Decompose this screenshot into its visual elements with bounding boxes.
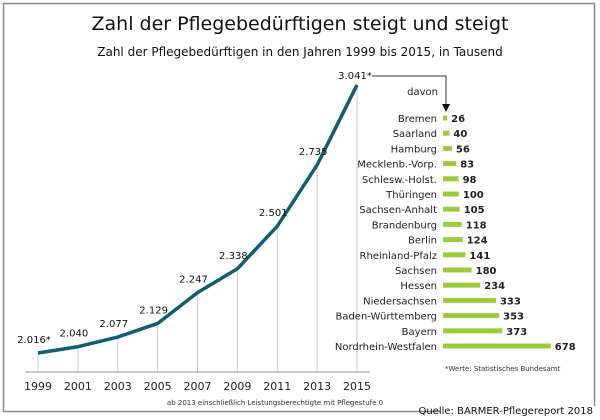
x-tick-label: 2009 [223, 380, 251, 393]
source: Quelle: BARMER-Pflegereport 2018 [418, 406, 593, 417]
bar-value-label: 56 [456, 144, 470, 155]
bar [443, 313, 500, 319]
bar-category-label: Sachsen-Anhalt [359, 205, 437, 216]
bar [443, 115, 448, 121]
chart-title: Zahl der Pflegebedürftigen steigt und st… [92, 13, 509, 35]
bar-value-label: 105 [464, 205, 485, 216]
davon-connector [372, 75, 447, 106]
bar-category-label: Rheinland-Pfalz [360, 251, 437, 262]
bar [443, 282, 481, 288]
bar-value-label: 83 [460, 160, 474, 171]
data-label: 2.338 [219, 251, 248, 262]
data-label: 2.735 [299, 147, 328, 158]
bar-category-label: Berlin [408, 236, 437, 247]
x-tick-label: 1999 [24, 380, 52, 393]
bar-category-label: Hamburg [391, 144, 437, 155]
x-tick-label: 2003 [104, 380, 132, 393]
bar-category-label: Thüringen [385, 190, 437, 201]
bar [443, 267, 472, 273]
bar [443, 252, 466, 258]
bar-category-label: Hessen [400, 281, 437, 292]
data-line [37, 84, 359, 355]
bar-value-label: 353 [503, 312, 524, 323]
bar-value-label: 141 [469, 251, 490, 262]
x-tick-label: 2013 [303, 380, 331, 393]
chart-subtitle: Zahl der Pflegebedürftigen in den Jahren… [97, 45, 502, 59]
data-label: 2.247 [179, 275, 208, 286]
bar [443, 191, 459, 197]
bar [443, 328, 503, 334]
bar [443, 206, 460, 212]
davon-label: davon [407, 87, 438, 98]
bar-category-label: Schlesw.-Holst. [362, 175, 437, 186]
bar-value-label: 118 [466, 220, 487, 231]
x-tick-label: 2011 [263, 380, 291, 393]
data-label: 2.040 [60, 329, 89, 340]
x-tick-label: 2015 [343, 380, 371, 393]
arrow-down-icon [442, 104, 450, 112]
bar-category-label: Baden-Württemberg [335, 312, 437, 323]
bar-value-label: 26 [451, 114, 465, 125]
bar-value-label: 124 [467, 236, 488, 247]
data-label: 2.077 [99, 319, 128, 330]
bar-value-label: 180 [476, 266, 497, 277]
bar-category-label: Sachsen [395, 266, 437, 277]
bar-value-label: 373 [506, 327, 527, 338]
bar [443, 130, 450, 136]
data-label: 3.041* [338, 71, 372, 82]
bar-value-label: 100 [463, 190, 484, 201]
bar-value-label: 678 [555, 342, 576, 353]
bar [443, 297, 496, 303]
bar-value-label: 40 [453, 129, 467, 140]
frame [2, 2, 596, 413]
note: ab 2013 einschließlich Leistungsberechti… [167, 399, 383, 407]
bar [443, 221, 462, 227]
bar-category-label: Bayern [402, 327, 437, 338]
data-label: 2.016* [17, 335, 51, 346]
x-tick-label: 2005 [144, 380, 172, 393]
bar-value-label: 333 [500, 296, 521, 307]
bar-category-label: Mecklenb.-Vorp. [357, 160, 437, 171]
data-label: 2.501 [259, 208, 288, 219]
bar [443, 161, 457, 167]
bar-category-label: Niedersachsen [363, 296, 437, 307]
source-bg [440, 406, 600, 420]
x-tick-label: 2007 [184, 380, 212, 393]
bar-category-label: Nordrhein-Westfalen [335, 342, 437, 353]
bar [443, 176, 459, 182]
footnote: *Werte: Statistisches Bundesamt [445, 365, 561, 373]
bar-value-label: 234 [484, 281, 505, 292]
x-tick-label: 2001 [64, 380, 92, 393]
bar-category-label: Saarland [393, 129, 437, 140]
bar [443, 343, 551, 349]
bar [443, 237, 463, 243]
bar-category-label: Bremen [398, 114, 437, 125]
bar-category-label: Brandenburg [372, 220, 437, 231]
bar-value-label: 98 [463, 175, 477, 186]
data-label: 2.129 [139, 305, 168, 316]
bar [443, 145, 452, 151]
